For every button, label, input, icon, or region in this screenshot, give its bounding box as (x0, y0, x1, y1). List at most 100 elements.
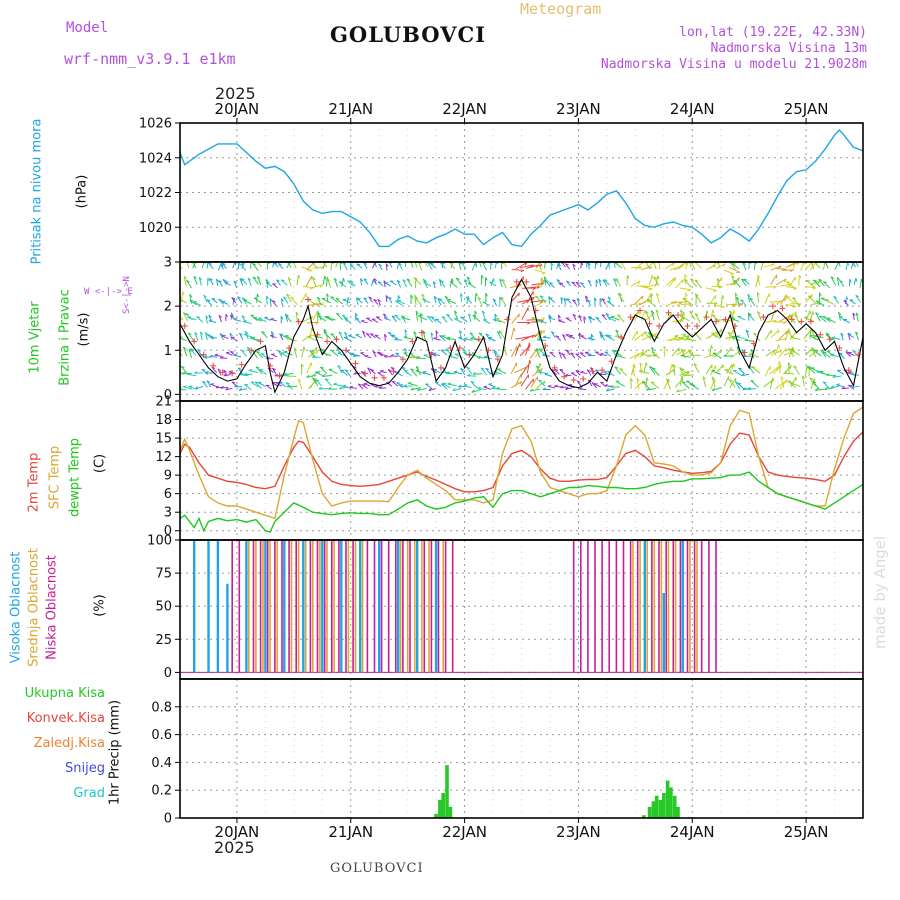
wind-gust-marker (399, 356, 406, 363)
wind-arrow-head (445, 348, 450, 351)
wind-arrow-head (575, 281, 580, 284)
wind-gust-marker (646, 320, 653, 327)
wind-arrow (310, 346, 318, 357)
wind-arrow-head (463, 384, 468, 386)
wind-gust-marker (248, 347, 255, 354)
wind-arrow-head (233, 353, 238, 356)
wind-arrow-head (223, 373, 227, 377)
wind-arrow-head (385, 295, 389, 299)
wind-arrow-head (733, 310, 736, 314)
wind-arrow-head (370, 333, 374, 335)
wind-arrow-head (575, 370, 580, 373)
wind-arrow-head (287, 277, 292, 281)
wind-arrow-head (190, 348, 194, 351)
wind-arrow-head (785, 331, 788, 335)
precip-bar (654, 795, 659, 818)
wind-arrow (725, 303, 737, 306)
wind-arrow-head (639, 369, 643, 372)
wind-arrow-head (384, 333, 388, 338)
wind-arrow-head (789, 269, 794, 273)
wind-arrow (548, 296, 551, 305)
wind-arrow (340, 369, 348, 376)
wind-arrow (279, 333, 288, 339)
wind-arrow (743, 278, 750, 285)
wind-arrow (297, 378, 303, 390)
wind-arrow (748, 353, 759, 358)
wind-arrow-head (219, 333, 224, 336)
wind-arrow (378, 263, 383, 270)
wind-arrow (648, 275, 653, 286)
wind-arrow-head (847, 262, 850, 266)
wind-arrow (337, 365, 343, 374)
precip-ytick-label: 0.4 (151, 756, 172, 771)
wind-arrow (285, 382, 293, 390)
wind-arrow (566, 298, 572, 304)
wind-arrow (674, 378, 684, 388)
wind-arrow-head (737, 382, 742, 385)
wind-arrow-head (231, 297, 236, 300)
wind-arrow-head (203, 355, 208, 358)
wind-arrow-head (641, 333, 645, 337)
wind-compass-we: W <-|-> E (84, 287, 133, 297)
wind-arrow-head (790, 335, 794, 338)
wind-arrow (472, 373, 483, 375)
wind-arrow-head (323, 331, 328, 334)
wind-arrow (775, 337, 788, 342)
wind-arrow (730, 317, 740, 323)
wind-arrow-head (338, 331, 343, 335)
wind-arrow-head (578, 332, 582, 336)
wind-arrow-head (353, 371, 357, 375)
wind-arrow (580, 262, 582, 269)
wind-arrow (372, 350, 377, 358)
wind-arrow-head (789, 314, 793, 317)
wind-arrow (818, 315, 827, 323)
wind-arrow-head (813, 349, 818, 352)
wind-arrow (598, 278, 602, 287)
wind-arrow (839, 280, 845, 287)
wind-arrow (357, 383, 364, 390)
wind-arrow-head (470, 381, 475, 384)
wind-arrow (615, 278, 622, 287)
wind-arrow-head (600, 334, 605, 337)
wind-arrow (189, 300, 198, 306)
wind-arrow (655, 275, 659, 286)
wind-arrow-head (445, 371, 450, 374)
wind-arrow-head (534, 334, 538, 338)
wind-arrow (264, 317, 271, 321)
wind-arrow (403, 352, 412, 359)
wind-arrow-head (772, 377, 775, 382)
wind-panel-frame (179, 261, 864, 402)
wind-arrow-head (722, 295, 725, 299)
wind-arrow-head (818, 315, 823, 318)
wind-arrow (544, 262, 546, 269)
wind-arrow-head (737, 277, 740, 282)
wind-arrow (211, 366, 218, 373)
wind-arrow (187, 332, 195, 341)
wind-arrow (333, 278, 339, 288)
wind-arrow-head (790, 382, 795, 384)
wind-gust-marker (693, 322, 700, 329)
wind-arrow (348, 335, 356, 339)
wind-arrow-head (493, 278, 495, 283)
wind-arrow-head (656, 292, 660, 297)
wind-arrow (485, 333, 491, 341)
wind-arrow (600, 334, 606, 341)
wind-arrow-head (560, 296, 564, 301)
wind-arrow-head (316, 347, 318, 351)
wind-arrow-head (694, 279, 699, 282)
wind-arrow (458, 262, 462, 271)
date-label-top: 25JAN (784, 100, 829, 118)
wind-arrow (571, 281, 577, 287)
wind-arrow-head (742, 262, 746, 266)
wind-arrow-head (247, 346, 251, 350)
wind-arrow (545, 280, 551, 287)
wind-arrow (414, 297, 422, 306)
wind-arrow-head (549, 282, 553, 285)
precip-ytick-label: 0.2 (151, 784, 172, 799)
wind-arrow (675, 349, 687, 356)
wind-arrow-head (617, 314, 621, 317)
wind-arrow (440, 280, 446, 288)
wind-arrow-head (344, 369, 349, 372)
wind-arrow (364, 355, 372, 359)
precip-bar (642, 815, 646, 818)
